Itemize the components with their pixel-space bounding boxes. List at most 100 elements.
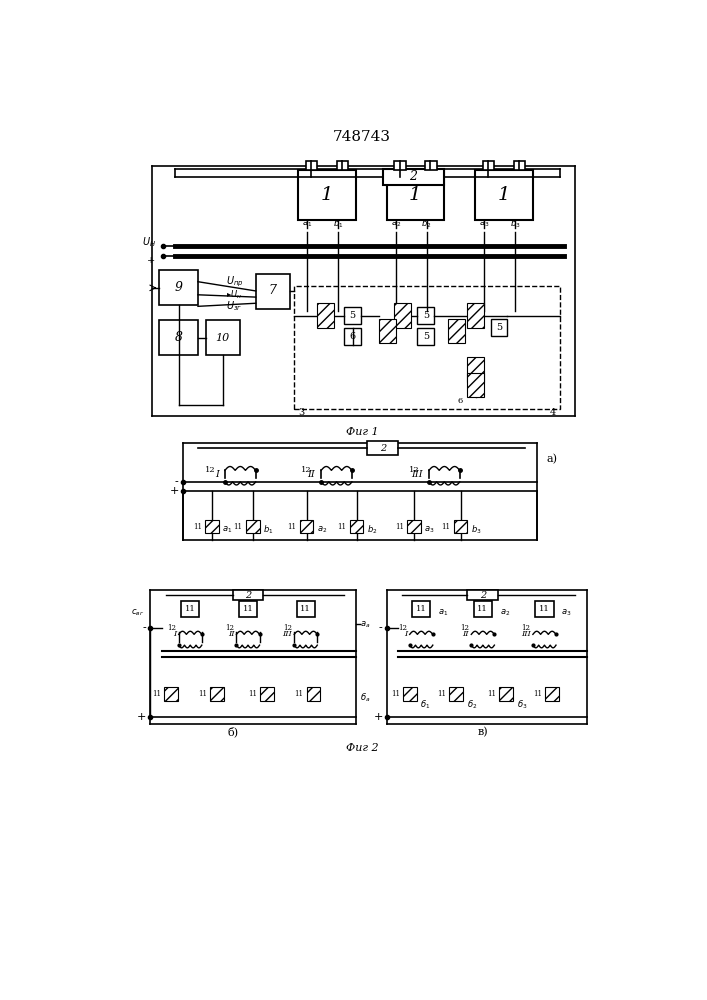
Bar bbox=[467, 590, 498, 600]
Text: $б_3$: $б_3$ bbox=[517, 699, 527, 711]
Text: -: - bbox=[379, 623, 382, 633]
Text: 12: 12 bbox=[460, 624, 469, 632]
Text: 7: 7 bbox=[269, 284, 276, 297]
Bar bbox=[417, 328, 434, 345]
Text: 11: 11 bbox=[300, 605, 311, 613]
Text: 11: 11 bbox=[391, 690, 399, 698]
Text: 2: 2 bbox=[245, 591, 251, 600]
Bar bbox=[395, 303, 411, 328]
Text: -: - bbox=[175, 477, 179, 487]
Text: 11: 11 bbox=[193, 523, 201, 531]
Text: 11: 11 bbox=[437, 690, 446, 698]
Bar bbox=[296, 601, 315, 617]
Text: $a_3$: $a_3$ bbox=[479, 219, 490, 229]
Text: II: II bbox=[228, 630, 234, 638]
Bar bbox=[305, 161, 317, 170]
Bar bbox=[160, 270, 198, 305]
Text: 4: 4 bbox=[550, 408, 556, 417]
Bar bbox=[205, 520, 218, 533]
Bar bbox=[467, 357, 484, 382]
Bar bbox=[300, 520, 313, 533]
Text: +: + bbox=[137, 712, 146, 722]
Text: 11: 11 bbox=[337, 523, 346, 531]
Text: б): б) bbox=[227, 727, 238, 738]
Bar bbox=[164, 687, 178, 701]
Bar bbox=[344, 307, 361, 324]
Bar bbox=[298, 170, 356, 220]
Text: $b_1$: $b_1$ bbox=[262, 523, 273, 536]
Text: $c_{вг}$: $c_{вг}$ bbox=[131, 608, 144, 618]
Text: 2: 2 bbox=[480, 591, 486, 600]
Bar bbox=[294, 286, 560, 409]
Bar bbox=[256, 274, 291, 309]
Text: в): в) bbox=[477, 727, 488, 737]
Bar bbox=[403, 687, 416, 701]
Text: 12: 12 bbox=[301, 466, 312, 474]
Text: $б_2$: $б_2$ bbox=[467, 699, 477, 711]
Bar bbox=[483, 161, 494, 170]
Bar bbox=[233, 590, 264, 600]
Text: 1: 1 bbox=[409, 186, 421, 204]
Bar bbox=[475, 170, 533, 220]
Text: 12: 12 bbox=[168, 624, 176, 632]
Text: 11: 11 bbox=[294, 690, 303, 698]
Text: I: I bbox=[404, 630, 407, 638]
Text: $U_{зг}$: $U_{зг}$ bbox=[226, 299, 242, 313]
Text: $a_а$: $a_а$ bbox=[360, 619, 370, 630]
Text: 11: 11 bbox=[477, 605, 489, 613]
Text: $U_{пр}$: $U_{пр}$ bbox=[226, 274, 243, 289]
Text: 6: 6 bbox=[350, 332, 356, 341]
Text: $b_2$: $b_2$ bbox=[366, 523, 377, 536]
Text: $a_1$: $a_1$ bbox=[438, 608, 448, 618]
Text: I: I bbox=[173, 630, 176, 638]
Bar bbox=[491, 319, 508, 336]
Bar bbox=[514, 161, 525, 170]
Text: II: II bbox=[308, 470, 315, 479]
Text: 11: 11 bbox=[248, 690, 257, 698]
Text: 11: 11 bbox=[416, 605, 426, 613]
Bar bbox=[449, 687, 463, 701]
Text: 5: 5 bbox=[350, 311, 356, 320]
Bar bbox=[181, 601, 199, 617]
Bar bbox=[379, 319, 396, 343]
Text: $b_2$: $b_2$ bbox=[421, 218, 432, 230]
Text: +: + bbox=[373, 712, 382, 722]
Bar bbox=[246, 520, 259, 533]
Bar bbox=[317, 303, 334, 328]
Text: 5: 5 bbox=[423, 311, 429, 320]
Text: 11: 11 bbox=[441, 523, 450, 531]
Bar bbox=[448, 319, 465, 343]
Bar bbox=[260, 687, 274, 701]
Text: $U_H$: $U_H$ bbox=[141, 235, 156, 249]
Text: Фиг 2: Фиг 2 bbox=[346, 743, 378, 753]
Text: 11: 11 bbox=[288, 523, 296, 531]
Text: 5: 5 bbox=[423, 332, 429, 341]
Text: 11: 11 bbox=[152, 690, 161, 698]
Text: 2: 2 bbox=[380, 444, 386, 453]
Text: 1: 1 bbox=[320, 186, 333, 204]
Text: 2: 2 bbox=[409, 170, 418, 183]
Text: 12: 12 bbox=[409, 466, 420, 474]
Text: 11: 11 bbox=[487, 690, 496, 698]
Text: $b_3$: $b_3$ bbox=[510, 218, 520, 230]
Text: 1: 1 bbox=[498, 186, 510, 204]
Text: 10: 10 bbox=[216, 333, 230, 343]
Bar bbox=[350, 520, 363, 533]
Bar bbox=[239, 601, 257, 617]
Text: Фиг 1: Фиг 1 bbox=[346, 427, 378, 437]
Text: 748743: 748743 bbox=[333, 130, 391, 144]
Text: 11: 11 bbox=[395, 523, 404, 531]
Text: -: - bbox=[143, 623, 146, 633]
Text: $b_3$: $b_3$ bbox=[471, 523, 481, 536]
Bar bbox=[499, 687, 513, 701]
Text: III: III bbox=[521, 630, 530, 638]
Bar bbox=[425, 161, 437, 170]
Bar bbox=[454, 520, 467, 533]
Text: 11: 11 bbox=[539, 605, 550, 613]
Text: 12: 12 bbox=[398, 624, 407, 632]
Text: 9: 9 bbox=[175, 281, 182, 294]
Bar bbox=[412, 601, 431, 617]
Text: 8: 8 bbox=[175, 331, 182, 344]
Text: III: III bbox=[411, 470, 423, 479]
Text: 3: 3 bbox=[298, 408, 304, 417]
